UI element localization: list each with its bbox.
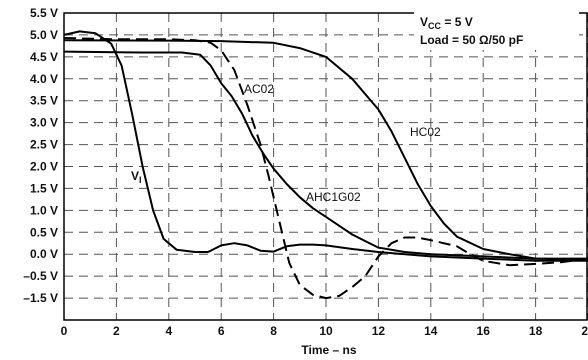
x-tick-label: 20 — [581, 324, 588, 338]
series-label-vi: VI — [131, 169, 142, 185]
x-axis-title: Time – ns — [301, 343, 356, 357]
y-tick-label: 2.5 V — [30, 138, 58, 152]
x-tick-label: 16 — [477, 324, 491, 338]
series-label-ac02: AC02 — [244, 82, 274, 96]
y-tick-label: 3.5 V — [30, 94, 58, 108]
y-tick-label: –1.5 V — [23, 291, 58, 305]
y-tick-label: 5.0 V — [30, 28, 58, 42]
series-line-ahc1g02 — [63, 50, 588, 260]
y-axis-ticks: 5.5 V 5.0 V 4.5 V 4.0 V 3.5 V 3.0 V 2.5 V 2.0 V… — [23, 6, 58, 305]
x-tick-label: 0 — [61, 324, 68, 338]
y-tick-label: 4.5 V — [30, 50, 58, 64]
x-tick-label: 2 — [113, 324, 120, 338]
vcc-condition: VCC = 5 V — [420, 15, 473, 31]
y-tick-label: –0.5 V — [23, 269, 58, 283]
plot-frame — [63, 12, 588, 321]
x-tick-label: 12 — [372, 324, 386, 338]
series-line-vi — [63, 30, 588, 262]
x-tick-label: 4 — [165, 324, 172, 338]
conditions-box — [414, 10, 579, 50]
y-tick-label: 1.5 V — [30, 181, 58, 195]
y-tick-label: 1.0 V — [30, 203, 58, 217]
y-tick-label: 3.0 V — [30, 116, 58, 130]
x-tick-label: 10 — [319, 324, 333, 338]
y-tick-label: 4.0 V — [30, 72, 58, 86]
series-label-hc02: HC02 — [410, 125, 441, 139]
series-layer — [63, 30, 588, 300]
x-tick-label: 8 — [270, 324, 277, 338]
x-tick-label: 18 — [529, 324, 543, 338]
y-tick-label: 0.5 V — [30, 225, 58, 239]
x-axis-ticks: 0 2 4 6 8 10 12 14 16 18 20 — [61, 324, 588, 338]
series-line-hc02 — [63, 39, 588, 261]
x-tick-label: 14 — [424, 324, 438, 338]
y-tick-label: 5.5 V — [30, 6, 58, 20]
y-tick-label: 2.0 V — [30, 160, 58, 174]
series-label-ahc1g02: AHC1G02 — [306, 190, 361, 204]
x-tick-label: 6 — [218, 324, 225, 338]
y-tick-label: 0.0 V — [30, 247, 58, 261]
load-condition: Load = 50 Ω/50 pF — [420, 33, 523, 47]
